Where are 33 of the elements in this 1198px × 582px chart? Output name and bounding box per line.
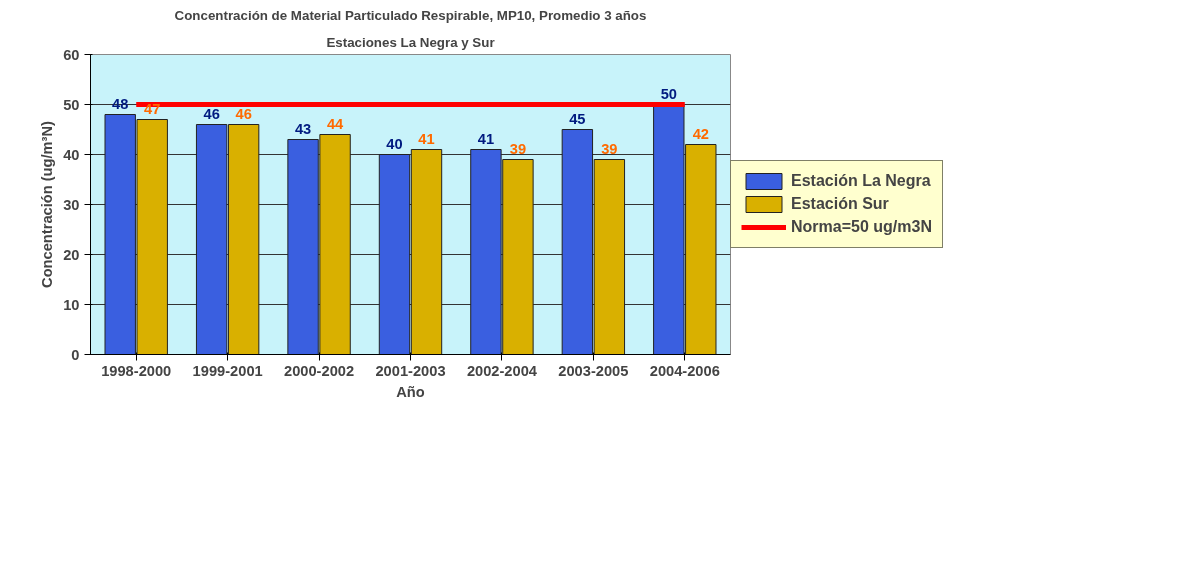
- x-tick-label: 2002-2004: [466, 362, 538, 379]
- data-label: 46: [203, 105, 220, 122]
- data-label: 39: [509, 140, 527, 157]
- y-tick-label: 40: [63, 146, 80, 163]
- x-tick-label: 1998-2000: [101, 362, 172, 379]
- legend-label: Estación Sur: [791, 195, 889, 213]
- data-label: 44: [326, 115, 345, 132]
- data-label: 45: [569, 110, 586, 127]
- data-label: 41: [477, 130, 495, 147]
- data-label: 50: [660, 85, 677, 102]
- x-tick-label: 1999-2001: [192, 362, 263, 379]
- x-tick-label: 2003-2005: [558, 362, 629, 379]
- data-label: 41: [418, 130, 435, 147]
- y-tick-label: 0: [71, 346, 80, 363]
- y-tick-label: 30: [63, 196, 80, 213]
- data-label: 39: [601, 140, 618, 157]
- y-axis-title: Concentración (ug/m³N): [39, 120, 56, 288]
- x-axis-title: Año: [396, 383, 425, 400]
- x-tick-label: 2000-2002: [284, 362, 355, 379]
- x-tick-label: 2004-2006: [649, 362, 720, 379]
- chart-title: Concentración de Material Particulado Respirable, MP10, Promedio 3 años: [174, 7, 647, 23]
- legend-label: Estación La Negra: [791, 172, 931, 190]
- data-label: 43: [294, 120, 312, 137]
- x-tick-label: 2001-2003: [375, 362, 446, 379]
- y-tick-label: 20: [63, 246, 80, 263]
- data-label: 42: [692, 125, 709, 142]
- y-tick-label: 50: [63, 96, 80, 113]
- y-tick-label: 60: [63, 46, 80, 63]
- y-tick-label: 10: [63, 296, 80, 313]
- chart-subtitle: Estaciones La Negra y Sur: [326, 34, 495, 50]
- legend-label: Norma=50 ug/m3N: [791, 218, 932, 236]
- data-label: 46: [235, 105, 252, 122]
- data-label: 40: [386, 135, 403, 152]
